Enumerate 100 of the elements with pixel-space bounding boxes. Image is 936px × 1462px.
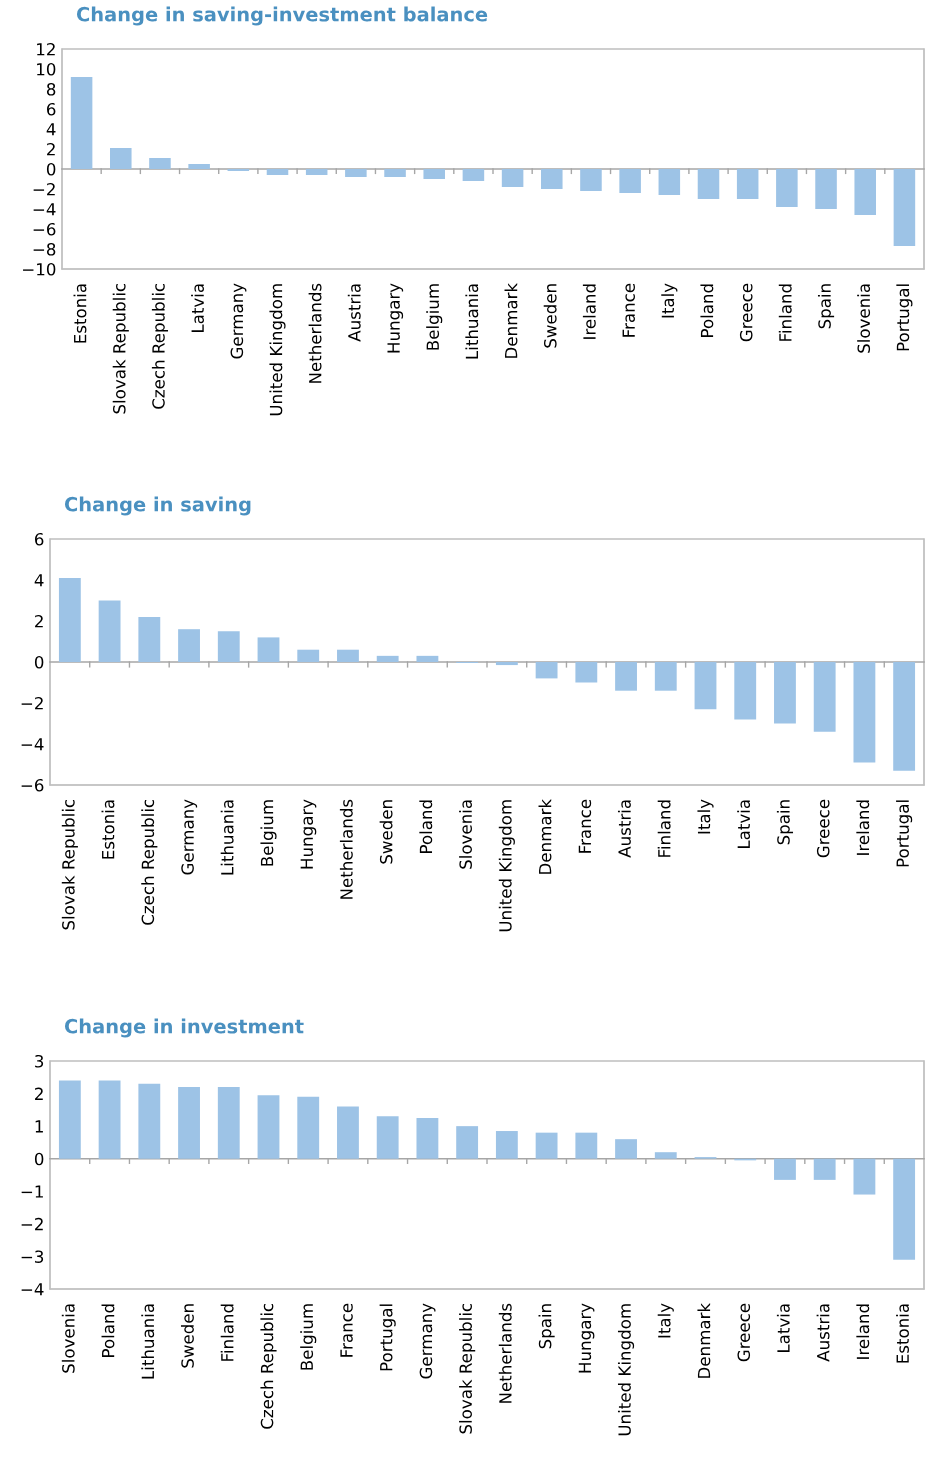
- bar: [813, 1158, 836, 1180]
- x-tick-label: Italy: [697, 799, 714, 834]
- bar: [615, 1139, 637, 1159]
- bar: [535, 662, 558, 679]
- x-tick-label: Lithuania: [220, 800, 234, 875]
- bar: [815, 169, 837, 209]
- x-tick-label: Netherlands: [339, 799, 353, 899]
- bar: [694, 662, 717, 710]
- y-tick-label: 0: [34, 1152, 44, 1166]
- x-tick-label: Sweden: [543, 284, 557, 348]
- x-tick-label: Austria: [347, 284, 361, 342]
- x-tick-label: Portugal: [896, 284, 913, 351]
- bar: [98, 1080, 121, 1159]
- x-tick-label: Denmark: [504, 282, 518, 358]
- x-tick-label: Lithuania: [141, 1304, 155, 1379]
- x-tick-label: France: [578, 799, 592, 853]
- y-tick-label: 6: [47, 102, 56, 116]
- bar: [541, 169, 563, 189]
- x-tick-label: Portugal: [896, 800, 913, 867]
- bar: [138, 1083, 161, 1159]
- chart-title: Change in saving-investment balance: [76, 6, 488, 26]
- bar: [376, 1116, 399, 1159]
- y-tick-label: −1: [21, 1185, 43, 1198]
- y-tick-label: 1: [35, 1120, 43, 1133]
- y-tick-label: 0: [46, 162, 56, 176]
- chart-title: Change in saving: [64, 496, 251, 516]
- x-tick-label: United Kingdom: [269, 284, 286, 416]
- y-tick-label: −6: [21, 778, 44, 792]
- bar: [297, 1096, 320, 1159]
- x-tick-label: Estonia: [101, 800, 115, 859]
- y-tick-label: −4: [21, 738, 44, 751]
- y-tick-label: −6: [33, 222, 56, 236]
- bar: [736, 169, 759, 199]
- bar: [138, 616, 161, 662]
- bar: [305, 169, 328, 175]
- x-tick-label: Hungary: [300, 799, 317, 869]
- chart-title: Change in investment: [64, 1018, 304, 1038]
- x-tick-label: Poland: [101, 1304, 115, 1357]
- bar: [654, 1152, 677, 1159]
- x-tick-label: Slovenia: [61, 1304, 75, 1373]
- x-tick-label: Spain: [776, 800, 794, 845]
- x-tick-label: Czech Republic: [151, 283, 169, 409]
- bar: [734, 662, 757, 720]
- bar: [501, 169, 524, 187]
- x-tick-label: Poland: [700, 284, 714, 337]
- x-tick-label: Netherlands: [498, 1303, 512, 1403]
- x-tick-label: Italy: [661, 283, 678, 318]
- bar: [58, 577, 81, 662]
- x-tick-label: Portugal: [379, 1304, 396, 1371]
- bar: [178, 629, 200, 662]
- bar: [384, 169, 406, 177]
- y-tick-label: −8: [33, 242, 56, 256]
- x-tick-label: Czech Republic: [260, 1303, 277, 1429]
- x-tick-label: Denmark: [697, 1302, 711, 1378]
- x-tick-label: Hungary: [578, 1303, 595, 1373]
- y-tick-label: −10: [23, 262, 56, 276]
- x-tick-label: Slovenia: [857, 284, 871, 353]
- bar: [416, 655, 439, 662]
- bar: [853, 1158, 876, 1195]
- x-tick-label: Poland: [419, 800, 433, 853]
- x-tick-label: Latvia: [191, 284, 204, 332]
- y-tick-label: 12: [37, 42, 55, 56]
- x-tick-label: Hungary: [387, 283, 404, 353]
- bar: [98, 600, 121, 662]
- bar: [217, 1087, 240, 1159]
- x-tick-label: Belgium: [260, 800, 277, 866]
- bar: [697, 169, 720, 199]
- bar: [575, 662, 598, 683]
- y-tick-label: 6: [35, 532, 44, 546]
- bar: [813, 662, 836, 732]
- x-tick-label: Spain: [817, 284, 835, 329]
- x-tick-label: Austria: [617, 800, 631, 858]
- x-tick-label: Latvia: [737, 800, 751, 848]
- bar: [535, 1132, 558, 1159]
- x-tick-label: France: [340, 1303, 353, 1357]
- x-tick-label: France: [622, 283, 635, 337]
- bar: [257, 637, 280, 662]
- x-tick-label: Greece: [737, 1303, 751, 1362]
- x-tick-label: Estonia: [896, 1304, 909, 1363]
- bar: [345, 169, 367, 177]
- x-tick-label: Finland: [220, 1304, 234, 1361]
- y-tick-label: −3: [21, 1250, 44, 1263]
- bar: [495, 662, 518, 666]
- bar: [257, 1095, 280, 1159]
- x-tick-label: Austria: [816, 1304, 830, 1362]
- x-tick-label: Spain: [538, 1304, 555, 1349]
- x-tick-label: Sweden: [379, 800, 393, 864]
- y-tick-label: −4: [33, 203, 56, 216]
- x-tick-label: Finland: [778, 284, 792, 341]
- y-tick-label: 3: [35, 1054, 44, 1068]
- y-tick-label: 4: [34, 574, 44, 587]
- x-tick-label: United Kingdom: [498, 800, 515, 932]
- bar: [658, 169, 681, 195]
- x-tick-label: Denmark: [538, 798, 552, 874]
- y-tick-label: 8: [46, 82, 56, 96]
- bar: [376, 655, 399, 662]
- x-tick-label: Germany: [181, 799, 198, 875]
- bar: [110, 148, 132, 169]
- x-tick-label: Germany: [230, 283, 247, 359]
- bar: [893, 169, 916, 246]
